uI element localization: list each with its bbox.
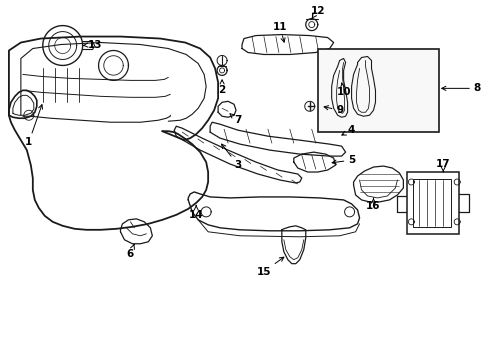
Text: 3: 3 xyxy=(221,144,241,170)
Text: 7: 7 xyxy=(229,114,241,125)
Text: 6: 6 xyxy=(126,244,134,259)
Bar xyxy=(317,49,438,132)
Text: 5: 5 xyxy=(331,155,354,165)
Bar xyxy=(412,179,450,227)
Text: 14: 14 xyxy=(188,206,203,220)
Text: 16: 16 xyxy=(366,198,380,211)
Text: 17: 17 xyxy=(435,159,449,172)
Text: 4: 4 xyxy=(341,125,355,135)
Text: 1: 1 xyxy=(25,105,42,147)
Text: 11: 11 xyxy=(272,22,286,42)
Text: 12: 12 xyxy=(310,6,325,18)
Text: 8: 8 xyxy=(441,84,480,93)
Text: 9: 9 xyxy=(324,105,343,115)
Text: 10: 10 xyxy=(336,83,350,97)
Bar xyxy=(407,172,458,234)
Text: 15: 15 xyxy=(256,257,283,276)
Text: 2: 2 xyxy=(218,80,225,95)
Text: 13: 13 xyxy=(83,40,102,50)
